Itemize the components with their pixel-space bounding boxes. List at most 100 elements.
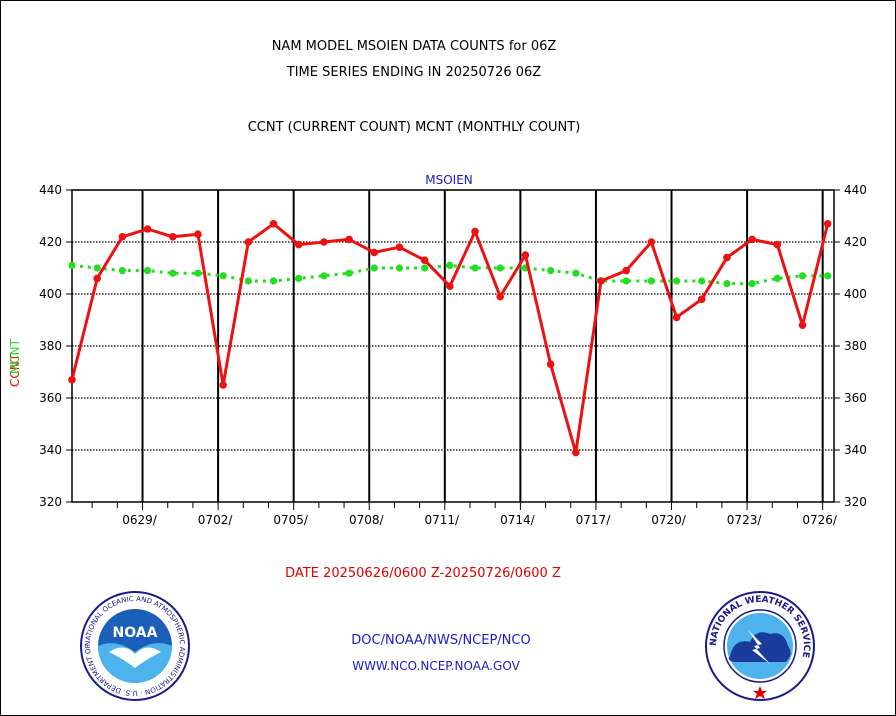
ccnt-point [798, 321, 807, 330]
mcnt-point [194, 269, 202, 277]
mcnt-point [748, 280, 756, 288]
mcnt-point [572, 269, 580, 277]
y-tick-label-left: 420 [39, 235, 62, 249]
ccnt-point [294, 240, 303, 249]
date-range-label: DATE 20250626/0600 Z-20250726/0600 Z [285, 566, 561, 581]
ccnt-point [597, 277, 605, 285]
time-series-chart: MSOIEN CCNT MCNT 320 320 340 340 360 360 380 38… [8, 173, 867, 527]
mcnt-point [295, 274, 303, 282]
ccnt-point [320, 238, 328, 246]
mcnt-point [219, 272, 227, 280]
x-tick-label: 0708/ [349, 513, 385, 527]
mcnt-point [773, 274, 781, 282]
x-tick-label: 0629/ [122, 513, 158, 527]
x-tick-label: 0711/ [425, 513, 461, 527]
ccnt-point [370, 248, 379, 257]
ccnt-point [823, 220, 832, 228]
mcnt-point [798, 272, 807, 280]
ccnt-point [496, 292, 505, 301]
ccnt-point [219, 381, 227, 389]
chart-panel-title: MSOIEN [425, 173, 473, 187]
mcnt-point [269, 277, 278, 285]
ccnt-point [521, 251, 530, 259]
mcnt-point [93, 264, 101, 272]
ccnt-point [345, 235, 353, 244]
ccnt-point [647, 238, 656, 246]
ccnt-point [546, 360, 555, 369]
ccnt-point [395, 243, 404, 251]
noaa-logo-text: NOAA [113, 625, 158, 641]
mcnt-point [446, 261, 454, 269]
mcnt-point [421, 264, 429, 272]
agency-label: DOC/NOAA/NWS/NCEP/NCO [351, 633, 531, 648]
y-tick-label-left: 340 [39, 443, 62, 457]
y-tick-label-right: 360 [844, 391, 867, 405]
ccnt-point [697, 295, 706, 304]
x-tick-label: 0723/ [727, 513, 763, 527]
ccnt-point [672, 313, 681, 322]
chart-subtitle: CCNT (CURRENT COUNT) MCNT (MONTHLY COUNT… [247, 120, 581, 135]
x-tick-label: 0702/ [198, 513, 234, 527]
ccnt-point [446, 282, 454, 291]
x-tick-label: 0717/ [576, 513, 612, 527]
chart-axes: 320 320 340 340 360 360 380 380 400 400 420 420 440 4… [39, 183, 867, 527]
y-tick-label-left: 440 [39, 183, 62, 197]
mcnt-point [622, 277, 630, 285]
mcnt-point [169, 269, 177, 277]
ccnt-point [194, 230, 202, 238]
mcnt-point [547, 267, 555, 275]
y-axis-label-mcnt: MCNT [8, 338, 22, 374]
ccnt-point [748, 235, 756, 244]
y-tick-label-right: 420 [844, 235, 867, 249]
chart-title-line2: TIME SERIES ENDING IN 20250726 06Z [286, 65, 542, 80]
ccnt-line [70, 222, 830, 455]
ccnt-point [420, 256, 429, 265]
x-tick-label: 0705/ [273, 513, 309, 527]
mcnt-point [698, 277, 706, 285]
y-tick-label-right: 400 [844, 287, 867, 301]
ccnt-point [168, 233, 177, 241]
y-tick-label-right: 380 [844, 339, 867, 353]
ccnt-point [118, 233, 127, 241]
ccnt-point [773, 240, 782, 249]
y-tick-label-left: 380 [39, 339, 62, 353]
y-tick-label-right: 340 [844, 443, 867, 457]
mcnt-point [370, 264, 378, 272]
ccnt-point [93, 274, 101, 283]
noaa-logo: NATIONAL OCEANIC AND ATMOSPHERIC ADMINIS… [79, 590, 190, 701]
mcnt-point [471, 264, 479, 272]
mcnt-point [244, 277, 252, 285]
ccnt-point [471, 227, 479, 236]
mcnt-point [320, 272, 328, 280]
nws-logo: NATIONAL WEATHER SERVICE [705, 591, 815, 701]
x-tick-label: 0714/ [500, 513, 536, 527]
website-link[interactable]: WWW.NCO.NCEP.NOAA.GOV [352, 659, 520, 673]
y-tick-label-left: 320 [39, 495, 62, 509]
ccnt-point [622, 266, 630, 275]
y-tick-label-left: 360 [39, 391, 62, 405]
ccnt-point [143, 225, 152, 233]
y-tick-label-right: 440 [844, 183, 867, 197]
ccnt-point [572, 448, 580, 457]
y-axis-label-ccnt: CCNT [8, 353, 22, 387]
chart-title-line1: NAM MODEL MSOIEN DATA COUNTS for 06Z [271, 39, 557, 54]
mcnt-point [345, 269, 353, 277]
mcnt-point [824, 272, 832, 280]
mcnt-point [647, 277, 655, 285]
mcnt-point [118, 267, 126, 275]
x-tick-label: 0720/ [651, 513, 687, 527]
ccnt-point [244, 238, 253, 246]
mcnt-point [143, 267, 152, 275]
chart-series [68, 220, 832, 457]
x-tick-label: 0726/ [802, 513, 838, 527]
ccnt-point [723, 253, 731, 262]
y-tick-label-right: 320 [844, 495, 867, 509]
mcnt-point [672, 277, 681, 285]
ccnt-point [269, 220, 278, 228]
mcnt-point [395, 264, 404, 272]
ccnt-point [68, 376, 76, 384]
mcnt-point [496, 264, 504, 272]
y-tick-label-left: 400 [39, 287, 62, 301]
mcnt-point [68, 261, 76, 269]
mcnt-point [723, 280, 731, 288]
